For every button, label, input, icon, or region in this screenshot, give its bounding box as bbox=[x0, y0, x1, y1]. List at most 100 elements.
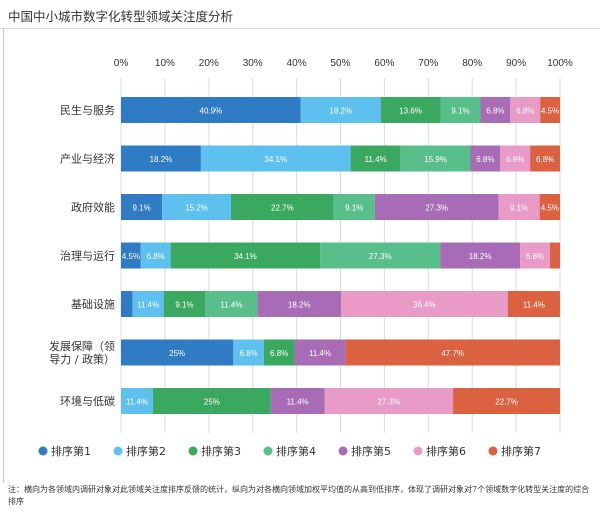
legend-label: 排序第4 bbox=[276, 444, 316, 458]
data-label: 22.7% bbox=[271, 204, 294, 213]
data-label: 22.7% bbox=[495, 398, 518, 407]
data-label: 25% bbox=[169, 349, 185, 358]
data-label: 6.8% bbox=[526, 252, 544, 261]
legend-label: 排序第6 bbox=[426, 444, 466, 458]
bar-segment bbox=[440, 242, 521, 269]
bar-segment bbox=[270, 388, 325, 414]
footnote: 注：横向为各领域内调研对象对此领域关注度排序反馈的统计，纵向为对各横向领域加权平… bbox=[8, 484, 596, 508]
category-label: 环境与低碳 bbox=[60, 394, 115, 408]
data-label: 6.8% bbox=[239, 349, 257, 358]
bar-segment bbox=[333, 194, 375, 220]
bar-segment bbox=[121, 339, 234, 366]
bar-segment bbox=[380, 97, 441, 123]
legend-marker bbox=[188, 446, 198, 456]
category-label: 民生与服务 bbox=[60, 103, 115, 117]
data-label: 9.1% bbox=[451, 107, 469, 116]
bar-segment bbox=[121, 97, 301, 123]
data-label: 36.4% bbox=[413, 301, 436, 310]
data-label: 13.6% bbox=[399, 107, 422, 116]
data-label: 11.4% bbox=[220, 301, 242, 310]
bar-segment bbox=[470, 145, 501, 172]
data-label: 11.4% bbox=[287, 398, 309, 407]
x-tick-label: 10% bbox=[155, 58, 175, 69]
data-label: 34.1% bbox=[234, 252, 257, 261]
legend-label: 排序第2 bbox=[126, 444, 166, 458]
bar-segment bbox=[263, 339, 295, 366]
bar-segment bbox=[121, 242, 141, 269]
x-tick-label: 90% bbox=[506, 58, 526, 69]
bar-segment bbox=[170, 242, 321, 269]
category-label: 治理与运行 bbox=[60, 249, 115, 263]
data-label: 18.2% bbox=[288, 301, 311, 310]
data-label: 27.3% bbox=[369, 252, 392, 261]
legend-marker bbox=[263, 446, 273, 456]
legend-marker bbox=[488, 446, 498, 456]
bar-segment bbox=[500, 145, 531, 172]
x-tick-label: 70% bbox=[418, 58, 438, 69]
bar-segment bbox=[294, 339, 346, 366]
bar-segment bbox=[324, 388, 454, 414]
data-label: 11.4% bbox=[309, 349, 331, 358]
category-label: 政府效能 bbox=[71, 200, 115, 214]
x-tick-label: 20% bbox=[199, 58, 219, 69]
data-label: 6.8% bbox=[516, 107, 534, 116]
category-label: 导力 / 政策） bbox=[49, 352, 115, 366]
data-label: 6.8% bbox=[147, 252, 165, 261]
bar-segment bbox=[374, 194, 499, 220]
title-bar: 中国中小城市数字化转型领域关注度分析 bbox=[0, 0, 600, 29]
category-label: 基础设施 bbox=[71, 298, 115, 311]
data-label: 4.5% bbox=[541, 204, 559, 213]
bar-segment bbox=[121, 388, 154, 414]
bar-segment bbox=[340, 291, 508, 317]
data-label: 9.1% bbox=[345, 204, 363, 213]
category-label: 产业与经济 bbox=[60, 152, 115, 166]
data-label: 25% bbox=[204, 398, 220, 407]
data-label: 15.9% bbox=[424, 155, 447, 164]
data-label: 15.2% bbox=[185, 204, 208, 213]
data-label: 18.2% bbox=[150, 155, 173, 164]
x-tick-label: 60% bbox=[374, 58, 394, 69]
data-label: 11.4% bbox=[523, 301, 545, 310]
bar-segment bbox=[520, 242, 550, 269]
x-tick-label: 30% bbox=[243, 58, 263, 69]
footnote-text: 横向为各领域内调研对象对此领域关注度排序反馈的统计，纵向为对各横向领域加权平均值… bbox=[8, 485, 590, 506]
bar-segment bbox=[132, 291, 164, 317]
data-label: 27.3% bbox=[377, 398, 400, 407]
bar-segment bbox=[540, 97, 560, 123]
legend-marker bbox=[338, 446, 348, 456]
bar-segment bbox=[345, 339, 560, 366]
bar-segment bbox=[153, 388, 271, 414]
data-label: 47.7% bbox=[441, 349, 464, 358]
legend-label: 排序第3 bbox=[201, 444, 241, 458]
data-label: 6.8% bbox=[536, 155, 554, 164]
data-label: 6.8% bbox=[476, 155, 494, 164]
data-label: 18.2% bbox=[469, 252, 492, 261]
x-tick-label: 80% bbox=[462, 58, 482, 69]
bar-segment bbox=[140, 242, 171, 269]
bar-segment bbox=[200, 145, 351, 172]
bar-segment bbox=[233, 339, 264, 366]
bar-segment bbox=[163, 291, 206, 317]
footnote-prefix: 注： bbox=[8, 485, 24, 494]
data-label: 40.9% bbox=[200, 107, 223, 116]
bar-segment bbox=[440, 97, 481, 123]
bar-segment bbox=[498, 194, 540, 220]
frame-border bbox=[3, 28, 4, 483]
data-label: 18.2% bbox=[329, 107, 352, 116]
bar-segment bbox=[121, 194, 163, 220]
legend-label: 排序第1 bbox=[51, 444, 91, 458]
bar-segment bbox=[530, 145, 560, 172]
data-label: 6.8% bbox=[270, 349, 288, 358]
bar-segment bbox=[480, 97, 511, 123]
legend-marker bbox=[38, 446, 48, 456]
data-label: 9.1% bbox=[510, 204, 528, 213]
data-label: 4.5% bbox=[122, 252, 140, 261]
data-label: 11.4% bbox=[365, 155, 387, 164]
legend-label: 排序第7 bbox=[501, 444, 541, 458]
bar-segment bbox=[300, 97, 381, 123]
data-label: 27.3% bbox=[425, 204, 448, 213]
bar-segment bbox=[453, 388, 560, 414]
bar-segment bbox=[121, 145, 201, 172]
chart-title: 中国中小城市数字化转型领域关注度分析 bbox=[8, 9, 234, 24]
bar-segment bbox=[205, 291, 258, 317]
